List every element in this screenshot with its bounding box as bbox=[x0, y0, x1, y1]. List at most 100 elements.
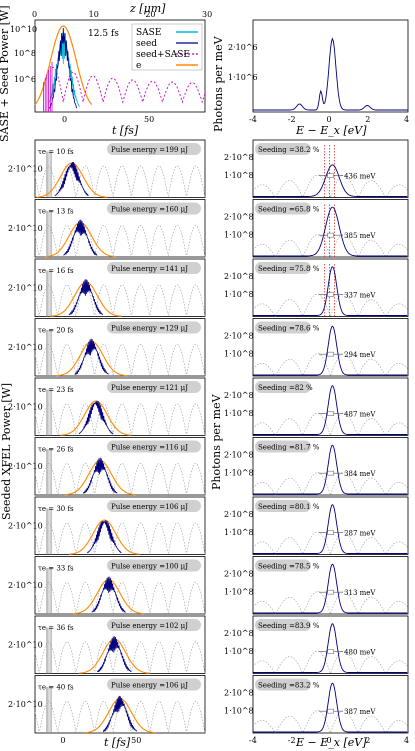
pulse-energy-pill bbox=[107, 440, 201, 453]
bandwidth-label: 294 meV bbox=[344, 351, 376, 359]
left-pulse bbox=[82, 457, 118, 494]
bandwidth-label: 480 meV bbox=[344, 649, 376, 657]
left-y-tick: 2·10^10 bbox=[8, 403, 43, 412]
left-frame bbox=[34, 496, 206, 555]
right-ringing bbox=[252, 531, 409, 556]
right-frame bbox=[252, 258, 409, 317]
left-frame bbox=[34, 437, 206, 496]
seeding-label: Seeding =83.2 % bbox=[258, 682, 320, 690]
top-right-panel: 2·10^6 1·10^6 -4 -2 0 2 4 E − E_x [eV] Photo… bbox=[212, 19, 409, 137]
tr-x-tick--2: -2 bbox=[288, 115, 296, 124]
fwhm-marker bbox=[327, 173, 334, 178]
right-spectrum bbox=[253, 206, 408, 257]
tr-x-tick--4: -4 bbox=[249, 115, 257, 124]
pulse-energy-label: Pulse energy =106 μJ bbox=[111, 682, 188, 690]
row-9: τe = 40 fs Pulse energy =106 μJ 2·10^10 387… bbox=[8, 675, 409, 734]
seeding-pill bbox=[255, 321, 311, 334]
right-frame bbox=[252, 318, 409, 377]
right-y-tick-1e8: 1·10^8 bbox=[224, 409, 254, 418]
spectrum-top bbox=[253, 37, 408, 111]
left-ringing bbox=[34, 403, 206, 436]
pulse-energy-label: Pulse energy =121 μJ bbox=[111, 384, 188, 392]
bandwidth-label: 436 meV bbox=[344, 173, 376, 181]
left-y-tick: 2·10^10 bbox=[8, 522, 43, 531]
left-y-tick: 2·10^10 bbox=[8, 224, 43, 233]
right-y-tick-1e8: 1·10^8 bbox=[224, 528, 254, 537]
curve-e bbox=[34, 25, 93, 106]
legend-seed-sase: seed+SASE bbox=[136, 50, 190, 60]
tr-x-tick-4: 4 bbox=[404, 115, 409, 124]
right-y-tick-1e8: 1·10^8 bbox=[224, 469, 254, 478]
bandwidth-label: 487 meV bbox=[344, 411, 376, 419]
pulse-energy-label: Pulse energy =160 μJ bbox=[111, 206, 188, 214]
tau-label: τe = 33 fs bbox=[38, 565, 74, 573]
grid-left-ylabel: Seeded XFEL Power [W] bbox=[0, 383, 13, 520]
left-envelope bbox=[73, 578, 145, 615]
right-ringing bbox=[252, 710, 409, 734]
right-spectrum bbox=[253, 385, 408, 435]
left-envelope bbox=[44, 221, 116, 258]
seeding-pill bbox=[255, 678, 311, 691]
left-frame bbox=[34, 675, 206, 734]
left-envelope bbox=[36, 162, 108, 198]
seeding-label: Seeding =65.8 % bbox=[258, 206, 320, 214]
pulse-energy-pill bbox=[107, 381, 201, 393]
right-y-tick-2e8: 2·10^8 bbox=[224, 510, 254, 519]
fwhm-marker bbox=[327, 708, 334, 714]
top-tick-30: 30 bbox=[202, 10, 212, 19]
right-y-tick-1e8: 1·10^8 bbox=[224, 290, 254, 299]
right-ringing bbox=[252, 174, 409, 199]
tau-label: τe = 20 fs bbox=[38, 327, 74, 335]
grid-left-xlabel: t [fs] bbox=[104, 736, 131, 749]
top-left-panel: z [μm] 0 10 20 30 10^10 10^8 10^6 0 50 t [f… bbox=[0, 2, 212, 142]
left-ringing bbox=[34, 701, 206, 734]
bandwidth-label: 385 meV bbox=[344, 232, 376, 240]
right-spectrum bbox=[253, 682, 408, 733]
grid-right-x-tick-4: 4 bbox=[404, 736, 409, 745]
fwhm-marker bbox=[327, 589, 334, 595]
right-y-tick-2e8: 2·10^8 bbox=[224, 689, 254, 698]
left-envelope bbox=[68, 519, 140, 555]
grid-right-x-tick--2: -2 bbox=[288, 736, 296, 745]
x-tick-0: 0 bbox=[62, 115, 67, 124]
seeding-pill bbox=[255, 202, 311, 215]
right-frame bbox=[252, 675, 409, 734]
left-pulse bbox=[74, 338, 109, 375]
pulse-energy-pill bbox=[107, 202, 201, 215]
y-tick-1e6: 10^6 bbox=[14, 75, 36, 84]
right-frame bbox=[252, 199, 409, 258]
pulse-energy-pill bbox=[107, 262, 201, 274]
left-envelope bbox=[60, 400, 132, 436]
left-pulse bbox=[102, 695, 138, 733]
left-pulse bbox=[54, 161, 89, 197]
left-ringing bbox=[34, 522, 206, 555]
right-y-tick-1e8: 1·10^8 bbox=[224, 647, 254, 656]
seeding-label: Seeding =38.2 % bbox=[258, 146, 320, 154]
right-y-tick-2e8: 2·10^8 bbox=[224, 332, 254, 341]
left-y-tick: 2·10^10 bbox=[8, 165, 43, 174]
grid-right-x-tick-2: 2 bbox=[365, 736, 370, 745]
right-spectrum bbox=[253, 623, 408, 673]
left-frame bbox=[34, 377, 206, 436]
row-1: τe = 13 fs Pulse energy =160 μJ 2·10^10 385… bbox=[8, 199, 409, 258]
left-ringing bbox=[34, 463, 206, 496]
left-y-tick: 2·10^10 bbox=[8, 284, 43, 293]
tau-label: τe = 40 fs bbox=[38, 684, 74, 692]
right-frame bbox=[252, 556, 409, 615]
bandwidth-label: 384 meV bbox=[344, 470, 376, 478]
annotation-12-5fs: 12.5 fs bbox=[88, 29, 119, 39]
pulse-energy-pill bbox=[107, 321, 201, 334]
right-y-tick-2e8: 2·10^8 bbox=[224, 153, 254, 162]
bandwidth-label: 287 meV bbox=[344, 530, 376, 538]
tau-label: τe = 36 fs bbox=[38, 624, 74, 632]
right-y-tick-2e8: 2·10^8 bbox=[224, 570, 254, 579]
left-ringing bbox=[34, 641, 206, 674]
top-left-frame bbox=[34, 19, 206, 113]
y-tick-1e10: 10^10 bbox=[10, 25, 37, 34]
fwhm-marker bbox=[327, 411, 334, 416]
pulse-energy-label: Pulse energy =129 μJ bbox=[111, 325, 188, 333]
seeding-pill bbox=[255, 440, 311, 453]
pulse-energy-pill bbox=[107, 143, 201, 155]
right-spectrum bbox=[253, 563, 408, 614]
left-ringing bbox=[34, 344, 206, 377]
